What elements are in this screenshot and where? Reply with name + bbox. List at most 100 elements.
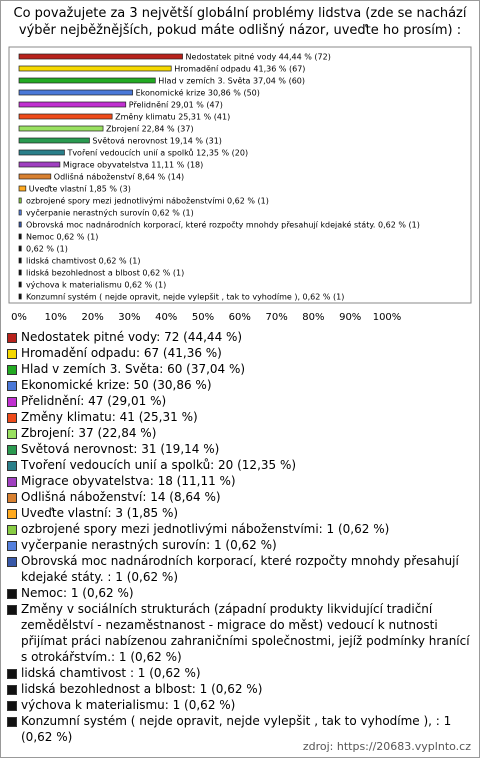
legend-label: Migrace obyvatelstva: 18 (11,11 %) xyxy=(21,474,236,488)
legend-label: Uveďte vlastní: 3 (1,85 %) xyxy=(21,506,179,520)
bar xyxy=(18,197,22,204)
x-tick-label: 60% xyxy=(229,312,251,323)
legend-swatch xyxy=(7,413,17,423)
legend-label: Tvoření vedoucích unií a spolků: 20 (12,… xyxy=(21,458,297,472)
legend-swatch xyxy=(7,557,17,567)
legend-item: lidská bezohlednost a blbost: 1 (0,62 %) xyxy=(7,681,473,697)
legend-label: výchova k materialismu: 1 (0,62 %) xyxy=(21,698,236,712)
legend-label: ozbrojené spory mezi jednotlivými nábože… xyxy=(21,522,390,536)
bar-label: výchova k materialismu 0,62 % (1) xyxy=(26,281,166,290)
bar xyxy=(18,257,22,264)
legend-swatch xyxy=(7,525,17,535)
bar-label: Zbrojení 22,84 % (37) xyxy=(106,125,194,134)
legend-swatch xyxy=(7,509,17,519)
legend-item: vyčerpanie nerastných surovín: 1 (0,62 %… xyxy=(7,537,473,553)
legend-swatch xyxy=(7,333,17,343)
legend-item: Zbrojení: 37 (22,84 %) xyxy=(7,425,473,441)
x-tick-label: 0% xyxy=(11,312,27,323)
legend-swatch xyxy=(7,477,17,487)
legend-swatch xyxy=(7,349,17,359)
legend-label: Obrovská moc nadnárodních korporací, kte… xyxy=(21,554,459,584)
legend-swatch xyxy=(7,669,17,679)
legend-swatch xyxy=(7,701,17,711)
legend-swatch xyxy=(7,445,17,455)
legend-swatch xyxy=(7,717,17,727)
legend-swatch xyxy=(7,365,17,375)
bar xyxy=(18,209,22,216)
legend-label: vyčerpanie nerastných surovín: 1 (0,62 %… xyxy=(21,538,277,552)
bar xyxy=(18,233,22,240)
legend-item: Přelidnění: 47 (29,01 %) xyxy=(7,393,473,409)
legend-swatch xyxy=(7,589,17,599)
legend-item: Nemoc: 1 (0,62 %) xyxy=(7,585,473,601)
legend-item: Hromadění odpadu: 67 (41,36 %) xyxy=(7,345,473,361)
bar xyxy=(18,161,61,168)
bar-label: Obrovská moc nadnárodních korporací, kte… xyxy=(26,220,420,230)
legend-label: Nemoc: 1 (0,62 %) xyxy=(21,586,134,600)
x-tick-label: 40% xyxy=(155,312,177,323)
bar xyxy=(18,281,22,288)
x-tick-label: 30% xyxy=(118,312,140,323)
bar-label: Odlišná náboženství 8,64 % (14) xyxy=(54,172,184,182)
bar-label: Migrace obyvatelstva 11,11 % (18) xyxy=(63,161,203,170)
legend-item: Hlad v zemích 3. Světa: 60 (37,04 %) xyxy=(7,361,473,377)
legend-item: Nedostatek pitné vody: 72 (44,44 %) xyxy=(7,329,473,345)
legend-item: výchova k materialismu: 1 (0,62 %) xyxy=(7,697,473,713)
legend-label: Přelidnění: 47 (29,01 %) xyxy=(21,394,167,408)
bar xyxy=(18,269,22,276)
chart-title: Co považujete za 3 největší globální pro… xyxy=(13,6,467,38)
legend-item: Tvoření vedoucích unií a spolků: 20 (12,… xyxy=(7,457,473,473)
legend-item: Světová nerovnost: 31 (19,14 %) xyxy=(7,441,473,457)
bar xyxy=(18,185,27,192)
bar-label: lidská bezohlednost a blbost 0,62 % (1) xyxy=(26,269,184,278)
bar-label: Ekonomické krize 30,86 % (50) xyxy=(136,88,260,98)
bar xyxy=(18,173,52,180)
legend-label: Zbrojení: 37 (22,84 %) xyxy=(21,426,157,440)
bar-label: lidská chamtivost 0,62 % (1) xyxy=(26,257,140,266)
legend-item: lidská chamtivost : 1 (0,62 %) xyxy=(7,665,473,681)
x-tick-label: 50% xyxy=(192,312,214,323)
legend: Nedostatek pitné vody: 72 (44,44 %) Hroma… xyxy=(7,329,473,745)
bar-label: Přelidnění 29,01 % (47) xyxy=(129,101,223,110)
x-tick-label: 80% xyxy=(302,312,324,323)
x-tick-label: 100% xyxy=(373,312,402,323)
bar-label: Nemoc 0,62 % (1) xyxy=(26,233,98,242)
x-tick-label: 20% xyxy=(81,312,103,323)
bar-label: Hromadění odpadu 41,36 % (67) xyxy=(174,65,305,74)
x-tick-label: 90% xyxy=(339,312,361,323)
legend-swatch xyxy=(7,541,17,551)
bar xyxy=(18,89,133,96)
bar-label: Hlad v zemích 3. Světa 37,04 % (60) xyxy=(158,77,305,86)
legend-swatch xyxy=(7,493,17,503)
legend-swatch xyxy=(7,381,17,391)
legend-item: Odlišná náboženství: 14 (8,64 %) xyxy=(7,489,473,505)
bar-label: 0,62 % (1) xyxy=(26,245,68,254)
bar-label: Tvoření vedoucích unií a spolků 12,35 % … xyxy=(66,148,248,158)
legend-item: ozbrojené spory mezi jednotlivými nábože… xyxy=(7,521,473,537)
bar-label: Uveďte vlastní 1,85 % (3) xyxy=(29,185,131,194)
source: zdroj: https://20683.vyplnto.cz xyxy=(302,740,471,753)
legend-label: Změny v sociálních strukturách (západní … xyxy=(21,602,470,664)
legend-item: Ekonomické krize: 50 (30,86 %) xyxy=(7,377,473,393)
bar xyxy=(18,53,183,60)
bar-label: ozbrojené spory mezi jednotlivými nábože… xyxy=(26,196,269,206)
x-tick-label: 70% xyxy=(265,312,287,323)
bar xyxy=(18,293,22,300)
legend-label: Ekonomické krize: 50 (30,86 %) xyxy=(21,378,212,392)
bar xyxy=(18,113,113,120)
legend-item: Konzumní systém ( nejde opravit, nejde v… xyxy=(7,713,473,745)
bar xyxy=(18,77,156,84)
bar xyxy=(18,221,22,228)
legend-label: Odlišná náboženství: 14 (8,64 %) xyxy=(21,490,221,504)
legend-label: Konzumní systém ( nejde opravit, nejde v… xyxy=(21,714,452,744)
legend-item: Změny klimatu: 41 (25,31 %) xyxy=(7,409,473,425)
bar xyxy=(18,137,90,144)
chart: 0% 10% 20% 30% 40% 50% 60% 70% 80% 90% 100% Nedosta… xyxy=(8,46,472,323)
bar xyxy=(18,245,22,252)
legend-item: Migrace obyvatelstva: 18 (11,11 %) xyxy=(7,473,473,489)
legend-label: lidská bezohlednost a blbost: 1 (0,62 %) xyxy=(21,682,263,696)
legend-swatch xyxy=(7,605,17,615)
legend-swatch xyxy=(7,397,17,407)
legend-label: lidská chamtivost : 1 (0,62 %) xyxy=(21,666,201,680)
legend-label: Hlad v zemích 3. Světa: 60 (37,04 %) xyxy=(21,362,246,376)
